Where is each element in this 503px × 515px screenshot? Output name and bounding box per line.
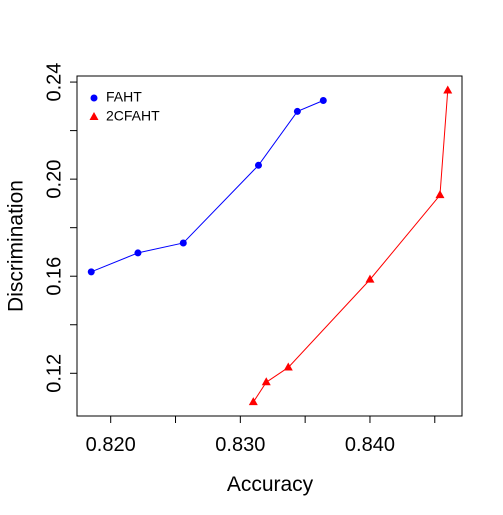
marker (248, 397, 258, 406)
legend-marker (90, 94, 98, 102)
marker (319, 97, 327, 105)
marker (261, 377, 271, 386)
x-tick-label: 0.820 (86, 434, 136, 456)
x-tick-label: 0.830 (215, 434, 265, 456)
x-axis-title: Accuracy (227, 473, 314, 496)
legend-marker (89, 112, 99, 120)
marker (179, 239, 187, 247)
y-tick-label: 0.20 (43, 160, 65, 199)
marker (435, 190, 445, 199)
marker (254, 161, 262, 169)
marker (443, 85, 453, 94)
plot-frame (76, 75, 463, 417)
marker (283, 362, 293, 371)
legend-label: FAHT (106, 89, 142, 105)
legend-label: 2CFAHT (106, 108, 160, 124)
y-tick-label: 0.24 (43, 63, 65, 102)
y-tick-label: 0.16 (43, 257, 65, 296)
marker (134, 249, 142, 257)
marker (293, 107, 301, 115)
marker (87, 268, 95, 276)
y-tick-label: 0.12 (43, 354, 65, 393)
series-line (91, 100, 324, 273)
y-axis-title: Discrimination (5, 180, 28, 312)
series-line (252, 90, 449, 403)
marker (365, 274, 375, 283)
x-tick-label: 0.840 (345, 434, 395, 456)
